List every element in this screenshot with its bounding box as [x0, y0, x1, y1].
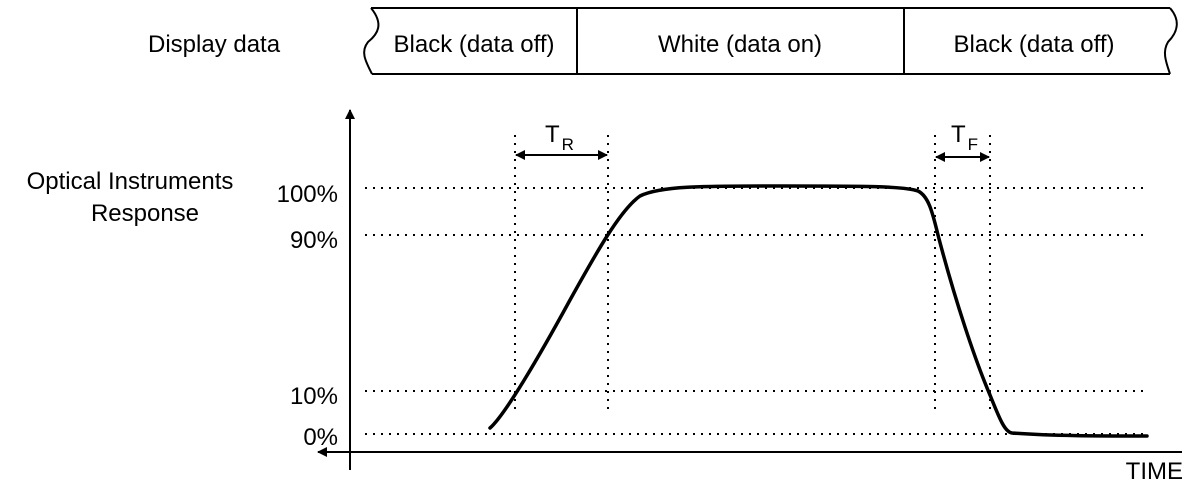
- y-axis-label-line1: Optical Instruments: [27, 168, 234, 195]
- segment-white-on: White (data on): [658, 31, 822, 58]
- level-90-label: 90%: [290, 227, 338, 254]
- display-bar-left-edge: [363, 7, 380, 75]
- level-10-label: 10%: [290, 383, 338, 410]
- display-data-label: Display data: [148, 31, 281, 58]
- display-bar-right-edge: [1163, 7, 1178, 75]
- level-100-label: 100%: [277, 181, 338, 208]
- level-0-label: 0%: [303, 424, 338, 451]
- segment-black-off-1: Black (data off): [394, 31, 555, 58]
- segment-black-off-2: Black (data off): [954, 31, 1115, 58]
- y-axis-label-line2: Response: [91, 200, 199, 227]
- x-axis-label: TIME: [1126, 458, 1183, 485]
- display-data-bar: Black (data off) White (data on) Black (…: [363, 7, 1178, 75]
- response-curve: [488, 184, 1149, 438]
